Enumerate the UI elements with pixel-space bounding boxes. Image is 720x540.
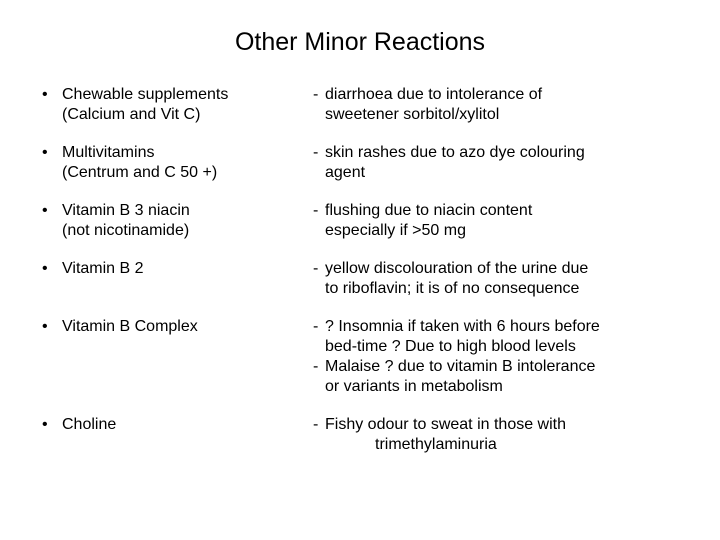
item-right-l1: ? Insomnia if taken with 6 hours before <box>325 318 600 335</box>
item-left-text: Choline <box>62 415 295 435</box>
list-item: • Choline <box>40 415 295 455</box>
item-right-l1: Fishy odour to sweat in those with <box>325 416 566 433</box>
item-right-text: flushing due to niacin content especiall… <box>325 201 680 241</box>
item-left-text: Chewable supplements (Calcium and Vit C) <box>62 85 295 125</box>
item-right-text: diarrhoea due to intolerance of sweetene… <box>325 85 680 125</box>
item-right-l1: flushing due to niacin content <box>325 202 532 219</box>
right-line: - flushing due to niacin content especia… <box>313 201 680 241</box>
item-right-l2: to riboflavin; it is of no consequence <box>325 280 579 297</box>
item-left-line2: (not nicotinamide) <box>62 222 189 239</box>
item-right-l1: skin rashes due to azo dye colouring <box>325 144 585 161</box>
item-right-l2-indent: trimethylaminuria <box>325 436 497 453</box>
item-right-text: yellow discolouration of the urine due t… <box>325 259 680 299</box>
item-left-text: Multivitamins (Centrum and C 50 +) <box>62 143 295 183</box>
item-left-text: Vitamin B Complex <box>62 317 295 337</box>
list-item: • Vitamin B 2 <box>40 259 295 299</box>
item-right: - diarrhoea due to intolerance of sweete… <box>313 85 680 125</box>
item-left-line1: Multivitamins <box>62 144 154 161</box>
item-right-l1: yellow discolouration of the urine due <box>325 260 588 277</box>
item-right-l2: sweetener sorbitol/xylitol <box>325 106 499 123</box>
list-item: • Chewable supplements (Calcium and Vit … <box>40 85 295 125</box>
dash-icon: - <box>313 357 325 377</box>
bullet-icon: • <box>40 259 62 279</box>
item-left-line1: Chewable supplements <box>62 86 228 103</box>
item-left-line1: Choline <box>62 416 116 433</box>
slide-title: Other Minor Reactions <box>40 28 680 57</box>
right-line: - Malaise ? due to vitamin B intolerance… <box>313 357 680 397</box>
item-right: - Fishy odour to sweat in those with tri… <box>313 415 680 455</box>
item-right: - flushing due to niacin content especia… <box>313 201 680 241</box>
list-item: • Vitamin B Complex <box>40 317 295 397</box>
right-line: - yellow discolouration of the urine due… <box>313 259 680 299</box>
dash-icon: - <box>313 143 325 163</box>
bullet-icon: • <box>40 317 62 337</box>
item-left-line1: Vitamin B 2 <box>62 260 144 277</box>
bullet-icon: • <box>40 201 62 221</box>
dash-icon: - <box>313 201 325 221</box>
dash-icon: - <box>313 317 325 337</box>
list-item: • Multivitamins (Centrum and C 50 +) <box>40 143 295 183</box>
content-grid: • Chewable supplements (Calcium and Vit … <box>40 85 680 455</box>
dash-icon: - <box>313 259 325 279</box>
item-right-l1: Malaise ? due to vitamin B intolerance <box>325 358 595 375</box>
item-right-l2: especially if >50 mg <box>325 222 466 239</box>
dash-icon: - <box>313 85 325 105</box>
right-line: - diarrhoea due to intolerance of sweete… <box>313 85 680 125</box>
item-right: - yellow discolouration of the urine due… <box>313 259 680 299</box>
item-right-text: skin rashes due to azo dye colouring age… <box>325 143 680 183</box>
bullet-icon: • <box>40 143 62 163</box>
item-right-l2: agent <box>325 164 365 181</box>
bullet-icon: • <box>40 85 62 105</box>
bullet-icon: • <box>40 415 62 435</box>
item-right-text: Fishy odour to sweat in those with trime… <box>325 415 680 455</box>
dash-icon: - <box>313 415 325 435</box>
item-right-l1: diarrhoea due to intolerance of <box>325 86 542 103</box>
item-left-text: Vitamin B 2 <box>62 259 295 279</box>
right-line: - Fishy odour to sweat in those with tri… <box>313 415 680 455</box>
right-line: - skin rashes due to azo dye colouring a… <box>313 143 680 183</box>
list-item: • Vitamin B 3 niacin (not nicotinamide) <box>40 201 295 241</box>
item-right-l2: bed-time ? Due to high blood levels <box>325 338 576 355</box>
item-right: - ? Insomnia if taken with 6 hours befor… <box>313 317 680 397</box>
item-left-line1: Vitamin B Complex <box>62 318 198 335</box>
item-left-line2: (Calcium and Vit C) <box>62 106 200 123</box>
item-right-l2: or variants in metabolism <box>325 378 503 395</box>
item-left-text: Vitamin B 3 niacin (not nicotinamide) <box>62 201 295 241</box>
item-right: - skin rashes due to azo dye colouring a… <box>313 143 680 183</box>
item-right-text: ? Insomnia if taken with 6 hours before … <box>325 317 680 357</box>
item-right-text: Malaise ? due to vitamin B intolerance o… <box>325 357 680 397</box>
item-left-line2: (Centrum and C 50 +) <box>62 164 217 181</box>
right-line: - ? Insomnia if taken with 6 hours befor… <box>313 317 680 357</box>
item-left-line1: Vitamin B 3 niacin <box>62 202 190 219</box>
